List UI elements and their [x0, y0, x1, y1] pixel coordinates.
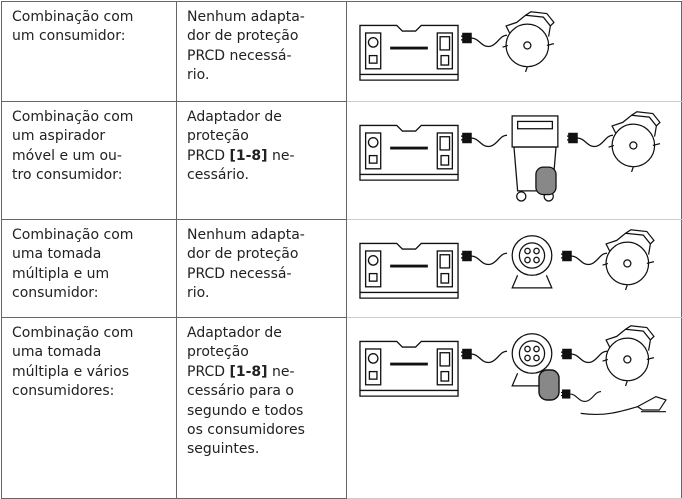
requirement-cell: Nenhum adapta-dor de proteção PRCD necess…: [176, 219, 347, 318]
requirement-cell: Adaptador de proteção PRCD [1-8] ne-cessár…: [176, 317, 347, 499]
text-run: [1-8]: [229, 147, 268, 164]
text-line: PRCD necessá-: [187, 265, 292, 282]
text-line: Combinação com: [12, 227, 134, 243]
plug-icon: [461, 132, 507, 148]
condition-cell: Combinação com um aspirador móvel e um ou-…: [1, 101, 177, 220]
text-line: PRCD [1-8] ne-: [187, 363, 338, 382]
illustration-cell: [346, 317, 682, 499]
text-line: uma tomada: [12, 344, 102, 361]
plug-icon: [561, 250, 607, 266]
text-line: Combinação com: [12, 325, 134, 341]
requirement-cell: Adaptador de proteção PRCD [1-8] ne-cessár…: [176, 101, 347, 220]
circular-saw-icon: [501, 11, 555, 72]
power-station-icon: [358, 24, 460, 82]
circular-saw-icon: [601, 325, 655, 386]
row: Combinação com uma tomada múltipla e um con…: [1, 219, 682, 318]
text-line: Adaptador de: [187, 325, 282, 341]
illustration-cell: [346, 101, 682, 220]
power-station-icon: [358, 124, 460, 182]
power-station-icon: [358, 340, 460, 398]
text-line: PRCD necessá-: [187, 47, 292, 64]
text-line: dor de proteção: [187, 28, 299, 45]
row: Combinação com uma tomada múltipla e vário…: [1, 317, 682, 499]
text-line: segundo e todos: [187, 402, 304, 419]
text-run: ne-: [267, 147, 295, 164]
power-station-icon: [358, 242, 460, 300]
text-line: cessário para o: [187, 383, 294, 400]
row: Combinação com um aspirador móvel e um ou-…: [1, 101, 682, 220]
text-line: uma tomada: [12, 246, 102, 263]
illustration: [358, 111, 661, 202]
text-run: ne-: [267, 363, 295, 380]
condition-cell: Combinação com uma tomada múltipla e um con…: [1, 219, 177, 318]
text-line: proteção: [187, 128, 249, 145]
plug-icon: [561, 348, 607, 364]
text-line: móvel e um ou-: [12, 147, 122, 164]
condition-cell: Combinação com um consumidor:: [1, 1, 177, 102]
text-line: um consumidor:: [12, 28, 126, 45]
illustration-cell: [346, 1, 682, 102]
sander-icon: [580, 396, 667, 416]
text-line: PRCD [1-8] ne-: [187, 147, 338, 166]
illustration: [358, 325, 667, 416]
cable-reel-icon: [511, 235, 553, 289]
text-line: múltipla e vários: [12, 363, 130, 380]
text-run: [1-8]: [229, 363, 268, 380]
text-run: PRCD: [187, 363, 230, 380]
text-line: rio.: [187, 67, 210, 84]
text-line: Adaptador de: [187, 109, 282, 125]
text-line: os consumidores: [187, 422, 305, 439]
circular-saw-icon: [607, 111, 661, 172]
text-line: seguintes.: [187, 441, 260, 458]
text-line: Nenhum adapta-: [187, 227, 305, 243]
text-line: consumidores:: [12, 383, 115, 400]
plug-icon: [461, 32, 507, 48]
text-line: dor de proteção: [187, 246, 299, 263]
condition-cell: Combinação com uma tomada múltipla e vário…: [1, 317, 177, 499]
text-line: proteção: [187, 344, 249, 361]
text-run: PRCD: [187, 147, 230, 164]
text-line: rio.: [187, 285, 210, 302]
text-line: múltipla e um: [12, 265, 110, 282]
circular-saw-icon: [601, 229, 655, 290]
illustration: [358, 11, 555, 82]
text-line: tro consumidor:: [12, 167, 123, 184]
prcd-adapter-icon: [538, 369, 560, 401]
text-line: Combinação com: [12, 109, 134, 125]
plug-icon: [561, 389, 601, 402]
illustration: [358, 229, 655, 300]
plug-icon: [461, 250, 507, 266]
text-line: cessário.: [187, 167, 249, 184]
text-line: consumidor:: [12, 285, 99, 302]
text-line: um aspirador: [12, 128, 106, 145]
illustration-cell: [346, 219, 682, 318]
row: Combinação com um consumidor: Nenhum adap…: [1, 1, 682, 102]
text-line: Combinação com: [12, 9, 134, 25]
plug-icon: [567, 132, 613, 148]
plug-icon: [461, 348, 507, 364]
text-line: Nenhum adapta-: [187, 9, 305, 25]
requirement-cell: Nenhum adapta-dor de proteção PRCD necess…: [176, 1, 347, 102]
vacuum-icon: [511, 115, 559, 202]
